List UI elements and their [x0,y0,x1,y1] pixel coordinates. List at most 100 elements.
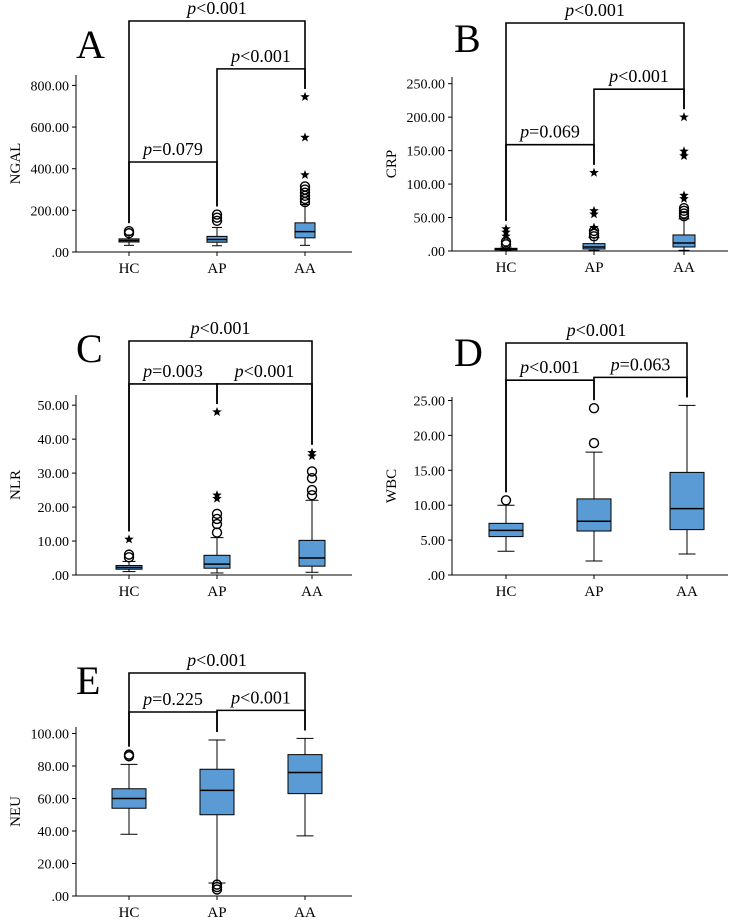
p-value-label: p<0.001 [563,0,625,20]
outlier-circle [500,495,512,506]
bracket-line [216,709,306,732]
outlier-star [300,132,310,142]
bracket-line [128,20,306,224]
p-value-label: p=0.079 [141,139,203,159]
box-ap [582,237,606,251]
y-tick-label: 15.00 [414,464,446,479]
outlier-circle [588,231,600,242]
significance-bracket: p<0.001 [216,687,306,732]
box-ap [203,537,231,574]
outlier-star [589,222,599,232]
outlier-star [307,447,317,457]
box-ap [576,451,612,562]
outlier-star [307,451,317,461]
significance-bracket: p<0.001 [505,320,688,493]
panel-label: C [76,326,103,371]
x-tick-label-ap: AP [584,584,603,600]
iqr-box [672,234,696,248]
bracket-line [128,340,313,532]
bracket-line [505,143,595,221]
outlier-star [589,167,599,177]
y-tick-label: 20.00 [38,501,70,516]
x-tick-label-ap: AP [207,905,226,920]
y-tick-label: 150.00 [407,145,446,160]
box-ap [199,739,235,884]
outlier-circle [306,466,318,477]
outlier-circle [678,205,690,217]
y-tick-label: 20.00 [38,858,70,873]
significance-bracket: p<0.001 [128,318,313,532]
box-aa [672,218,696,251]
box-aa [669,404,705,555]
iqr-box [669,471,705,531]
p-value-label: p<0.001 [518,357,580,377]
x-tick-label-aa: AA [294,261,316,277]
panel-label: D [454,330,483,375]
outlier-circle [211,884,223,895]
outlier-circle [123,749,135,760]
outlier-circle [123,552,135,563]
p-value-label: p=0.003 [141,361,203,381]
outlier-circle [299,187,311,198]
significance-bracket: p=0.003 [128,361,218,532]
outlier-circle [299,181,311,192]
outlier-circle [211,215,223,226]
outlier-star [501,227,511,237]
significance-bracket: p<0.001 [505,0,685,221]
y-axis-title: NLR [8,470,24,500]
outlier-circle [306,473,318,484]
panel-label: E [76,658,100,703]
significance-bracket: p<0.001 [216,46,306,207]
outlier-circle [123,225,135,237]
y-tick-label: .00 [428,245,446,260]
y-axis-title: NEU [8,796,24,827]
y-tick-label: 50.00 [414,212,446,227]
outlier-star [300,169,310,179]
iqr-box [298,539,326,567]
y-tick-label: 100.00 [31,728,70,743]
p-value-label: p<0.001 [229,687,291,707]
y-tick-label: 20.00 [414,429,446,444]
y-tick-label: 30.00 [38,467,70,482]
y-tick-label: 400.00 [31,163,70,178]
y-tick-label: 200.00 [407,111,446,126]
y-tick-label: 800.00 [31,79,70,94]
y-tick-label: 80.00 [38,760,70,775]
bracket-line [128,161,218,224]
outlier-circle [211,527,223,538]
outlier-circle [678,202,690,214]
y-tick-label: 100.00 [407,178,446,193]
significance-bracket: p<0.001 [128,650,306,747]
y-tick-label: .00 [52,246,70,261]
outlier-circle [123,549,135,560]
outlier-star [501,231,511,241]
x-tick-label-hc: HC [496,260,517,276]
outlier-circle [211,518,223,530]
outlier-star [212,493,222,503]
box-aa [287,737,323,837]
bracket-line [128,711,218,747]
bracket-line [593,376,688,401]
outlier-star [679,190,689,200]
outlier-star [212,406,222,417]
bracket-line [216,383,313,445]
bracket-line [128,383,218,532]
outlier-star [501,223,511,233]
panel-a: A .00 200.00 400.00 600.00 800.00 NGAL HC AP AA p=… [8,0,352,277]
significance-bracket: p=0.069 [505,122,595,221]
y-tick-label: 5.00 [421,534,446,549]
p-value-label: p<0.001 [233,361,295,381]
outlier-circle [588,437,600,449]
outlier-circle [123,228,135,239]
iqr-box [294,222,316,239]
x-tick-label-ap: AP [207,261,226,277]
panel-d: D .00 5.00 10.00 15.00 20.00 25.00 WBC HC AP AA p<0… [384,320,728,600]
outlier-circle [211,212,223,223]
significance-bracket: p<0.001 [505,357,595,493]
box-hc [115,560,143,573]
outlier-circle [211,508,223,520]
y-tick-label: 40.00 [38,825,70,840]
iqr-box [199,768,235,816]
